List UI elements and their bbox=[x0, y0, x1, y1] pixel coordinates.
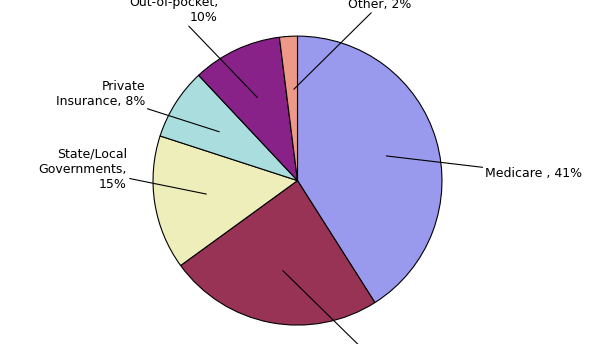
Wedge shape bbox=[280, 36, 298, 181]
Text: Medicare , 41%: Medicare , 41% bbox=[386, 156, 583, 180]
Text: Other, 2%: Other, 2% bbox=[294, 0, 412, 89]
Text: Medicaid, 24%: Medicaid, 24% bbox=[283, 270, 425, 344]
Wedge shape bbox=[181, 181, 375, 325]
Text: Private
Insurance, 8%: Private Insurance, 8% bbox=[57, 80, 219, 132]
Text: Out-of-pocket,
10%: Out-of-pocket, 10% bbox=[129, 0, 258, 98]
Text: State/Local
Governments,
15%: State/Local Governments, 15% bbox=[39, 148, 206, 194]
Wedge shape bbox=[160, 75, 298, 181]
Wedge shape bbox=[153, 136, 298, 266]
Wedge shape bbox=[199, 37, 298, 181]
Wedge shape bbox=[298, 36, 442, 303]
